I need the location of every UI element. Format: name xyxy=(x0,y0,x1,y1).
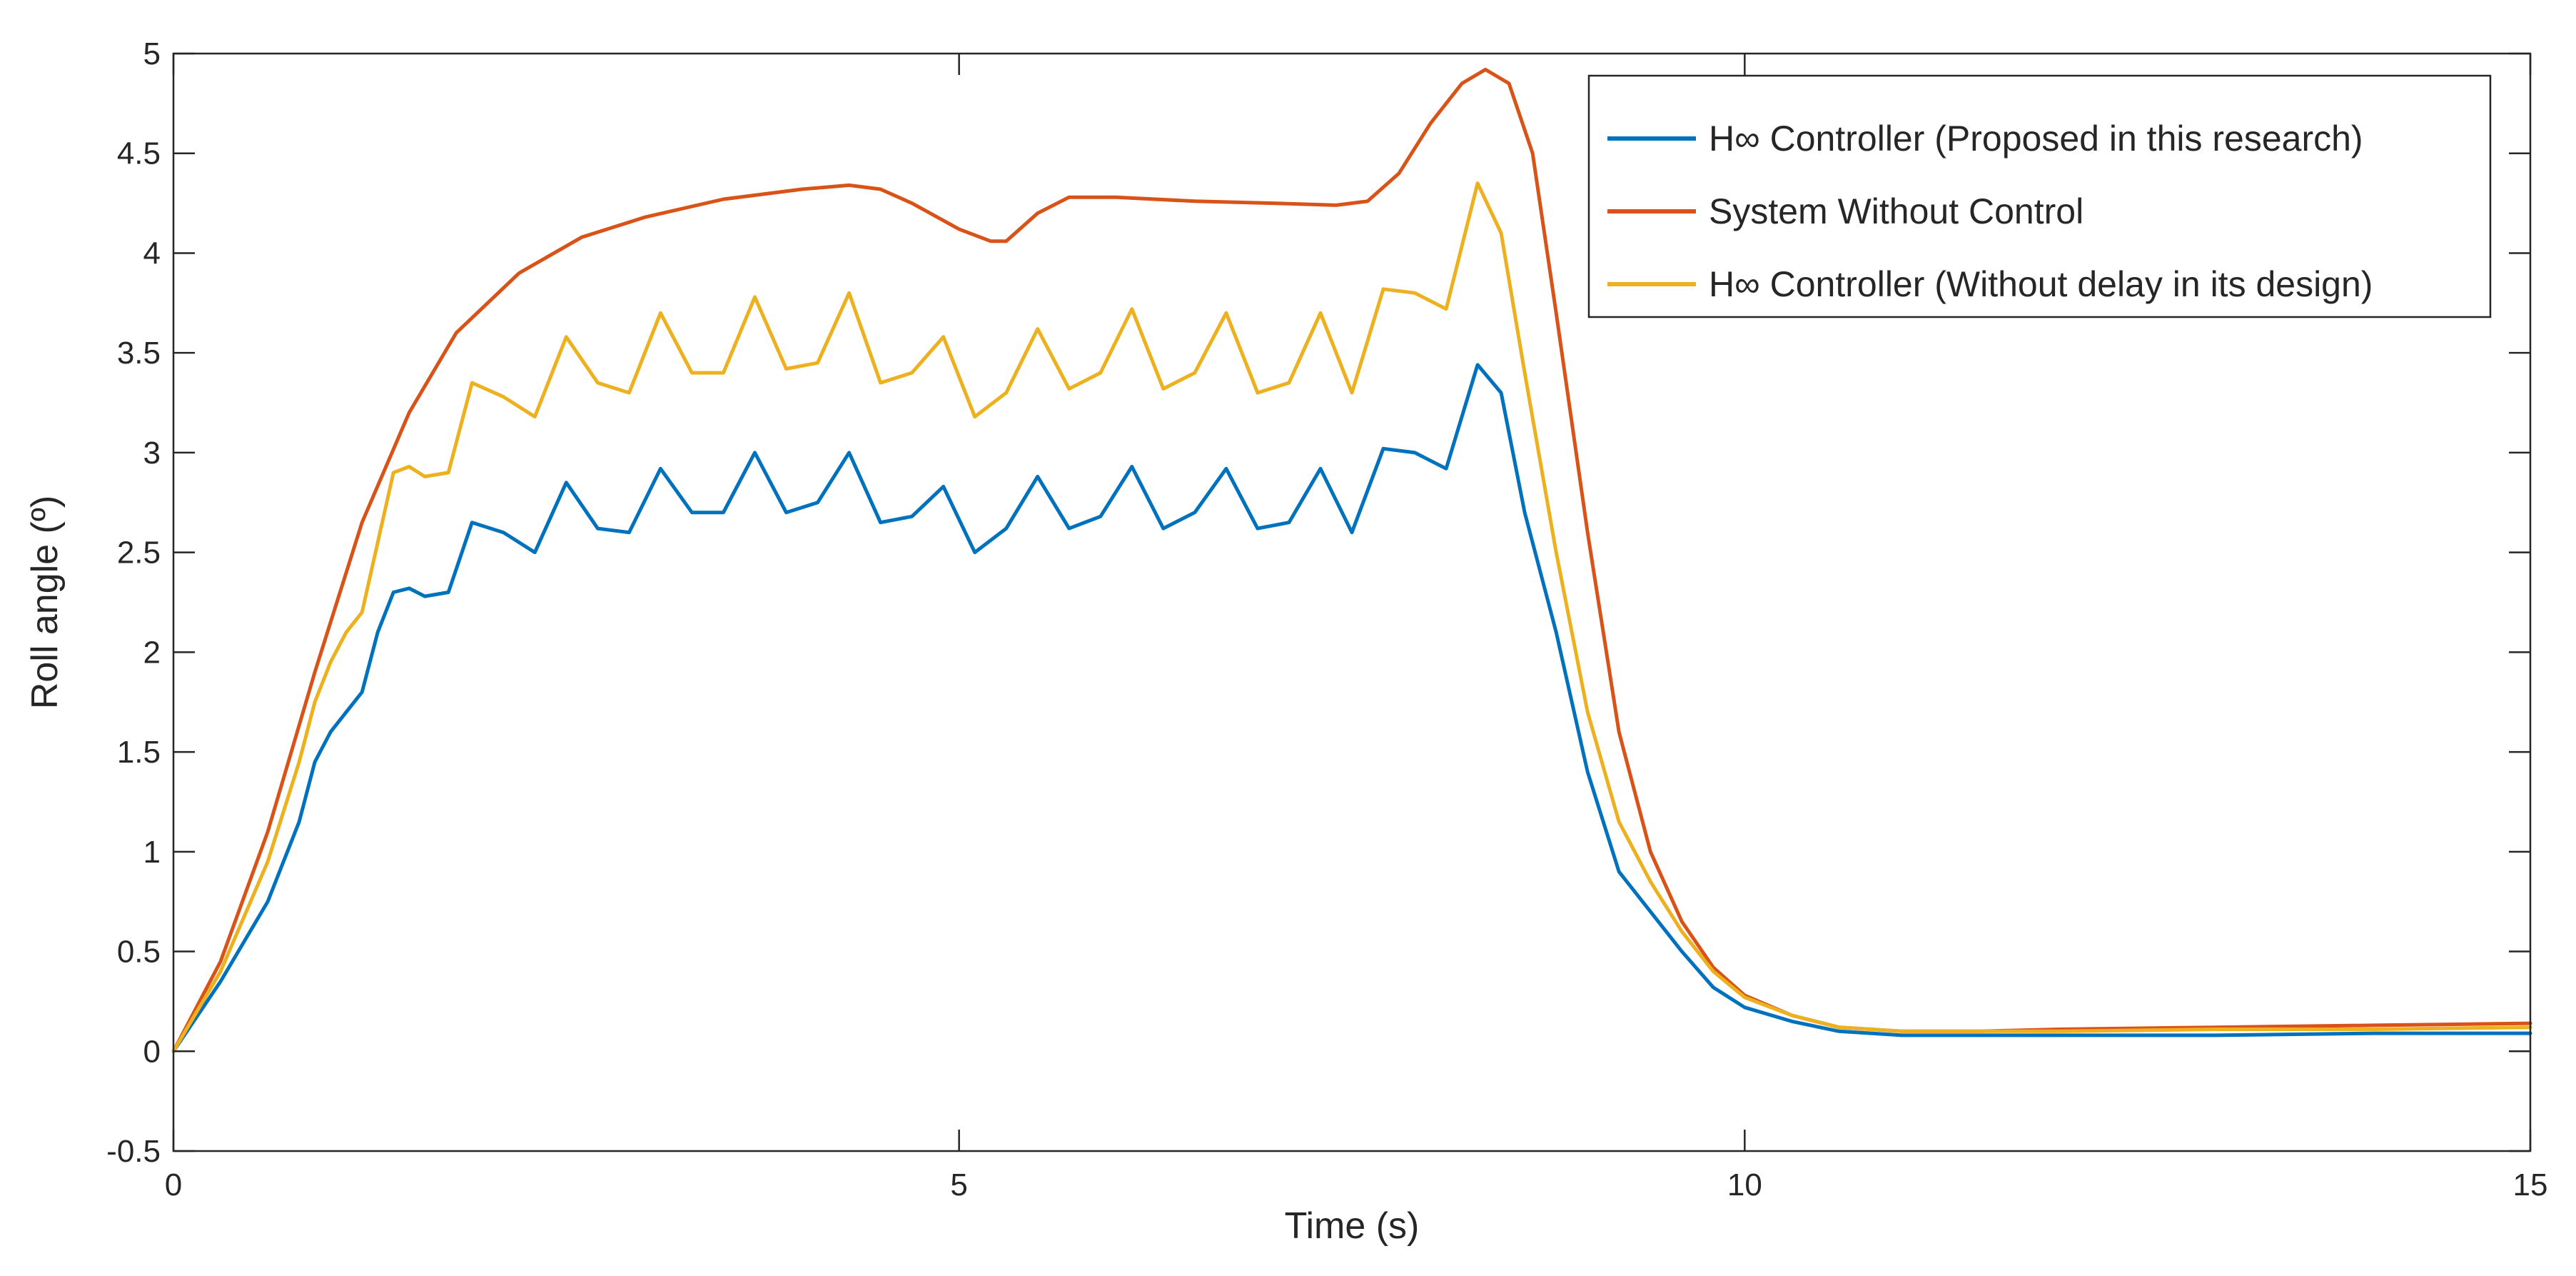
y-tick-label: 2.5 xyxy=(117,536,161,571)
x-tick-label: 10 xyxy=(1727,1167,1762,1202)
x-tick-label: 0 xyxy=(165,1167,182,1202)
y-tick-label: 1 xyxy=(143,835,161,870)
y-tick-label: 4 xyxy=(143,236,161,271)
axes-box xyxy=(172,52,2532,1152)
series-line-3 xyxy=(171,181,2532,1053)
y-tick-label: -0.5 xyxy=(106,1134,161,1169)
y-tick-label: 3.5 xyxy=(117,336,161,371)
y-tick-label: 0 xyxy=(143,1034,161,1069)
x-tick-label: 5 xyxy=(950,1167,967,1202)
legend-box xyxy=(1587,74,2492,318)
axes-layer: 0 5 10 15-0.500.511.522.533.544.55 xyxy=(106,36,2547,1202)
legend: H∞ Controller (Proposed in this research… xyxy=(1587,74,2492,318)
y-tick-label: 4.5 xyxy=(117,136,161,171)
y-tick-label: 3 xyxy=(143,436,161,471)
x-tick-label: 15 xyxy=(2513,1167,2548,1202)
legend-label-1: H∞ Controller (Proposed in this research… xyxy=(1709,119,2363,159)
y-tick-label: 5 xyxy=(143,36,161,71)
y-tick-label: 2 xyxy=(143,635,161,670)
legend-label-2: System Without Control xyxy=(1709,191,2083,231)
y-tick-label: 1.5 xyxy=(117,735,161,770)
x-axis-title: Time (s) xyxy=(1285,1205,1420,1247)
legend-label-3: H∞ Controller (Without delay in its desi… xyxy=(1709,264,2373,304)
series-line-1 xyxy=(171,363,2532,1053)
series-layer xyxy=(171,67,2532,1053)
y-axis-title: Roll angle (º) xyxy=(24,496,66,709)
y-tick-label: 0.5 xyxy=(117,935,161,970)
